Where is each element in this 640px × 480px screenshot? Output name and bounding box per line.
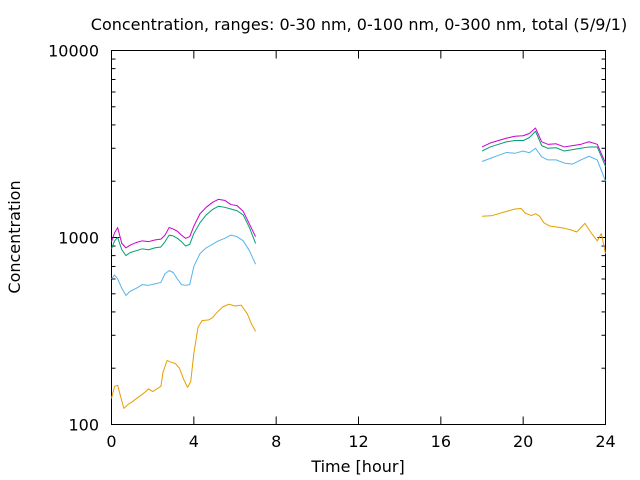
series-2-line-segment-2 xyxy=(481,147,606,182)
x-tick-label: 8 xyxy=(271,432,281,451)
series-4-line-segment-1 xyxy=(111,198,257,249)
x-axis-label: Time [hour] xyxy=(310,457,404,476)
x-tick-label: 20 xyxy=(513,432,533,451)
series-layer xyxy=(111,127,606,409)
x-tick-label: 24 xyxy=(595,432,615,451)
y-tick-label: 100 xyxy=(68,416,99,435)
series-2-line-segment-1 xyxy=(111,234,257,296)
series-1-line-segment-2 xyxy=(481,207,606,254)
tick-labels: 0 4 8 12 16 20 24 100 1000 10000 xyxy=(48,42,616,452)
series-3-line-segment-1 xyxy=(111,205,257,257)
x-tick-label: 16 xyxy=(431,432,451,451)
series-1-line-segment-1 xyxy=(111,303,257,409)
series-4-line-segment-2 xyxy=(481,127,606,164)
y-tick-label: 10000 xyxy=(48,42,99,61)
x-tick-label: 0 xyxy=(106,432,116,451)
series-3-line-segment-2 xyxy=(481,130,606,167)
x-tick-label: 4 xyxy=(189,432,199,451)
axis-ticks xyxy=(111,50,606,425)
x-tick-label: 12 xyxy=(348,432,368,451)
y-tick-label: 1000 xyxy=(58,229,99,248)
y-axis-label: Concentration xyxy=(5,180,24,293)
chart-title: Concentration, ranges: 0-30 nm, 0-100 nm… xyxy=(91,15,627,34)
